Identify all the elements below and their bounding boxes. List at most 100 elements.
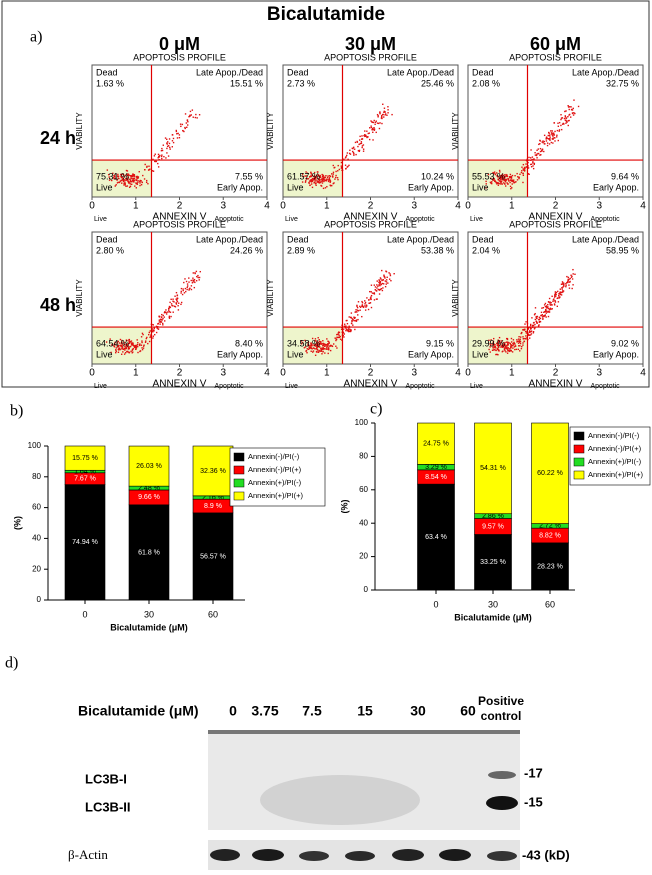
- event-dot: [362, 144, 365, 146]
- event-dot: [343, 325, 346, 327]
- event-dot: [501, 173, 504, 176]
- event-dot: [374, 123, 376, 126]
- event-dot: [372, 128, 374, 131]
- event-dot: [129, 185, 132, 188]
- event-dot: [529, 157, 532, 159]
- event-dot: [348, 316, 350, 318]
- event-dot: [507, 349, 509, 351]
- event-dot: [518, 341, 521, 343]
- event-dot: [569, 277, 571, 280]
- bar-segment: [64, 484, 106, 601]
- event-dot: [532, 332, 535, 334]
- event-dot: [372, 131, 374, 133]
- event-dot: [565, 282, 567, 285]
- event-dot: [554, 299, 556, 302]
- event-dot: [522, 338, 525, 340]
- quadrant-label: Live: [96, 349, 113, 359]
- event-dot: [371, 128, 374, 131]
- event-dot: [547, 303, 549, 306]
- event-dot: [369, 127, 371, 129]
- event-dot: [116, 345, 119, 347]
- event-dot: [120, 179, 122, 182]
- event-dot: [364, 135, 366, 138]
- event-dot: [168, 316, 170, 319]
- event-dot: [368, 132, 371, 134]
- event-dot: [148, 165, 150, 167]
- event-dot: [490, 339, 492, 341]
- event-dot: [500, 346, 502, 348]
- event-dot: [540, 314, 542, 317]
- event-dot: [538, 316, 541, 318]
- event-dot: [508, 348, 511, 350]
- event-dot: [172, 305, 174, 307]
- event-dot: [326, 348, 328, 350]
- event-dot: [353, 148, 356, 150]
- event-dot: [127, 173, 130, 175]
- event-dot: [335, 338, 337, 340]
- axis-note: Apoptotic: [215, 216, 245, 223]
- event-dot: [322, 344, 325, 347]
- event-dot: [190, 279, 192, 282]
- blot-band: [210, 849, 240, 861]
- event-dot: [135, 345, 137, 348]
- event-dot: [567, 120, 569, 122]
- event-dot: [502, 342, 505, 344]
- event-dot: [529, 323, 532, 326]
- band-label: β-Actin: [68, 847, 108, 862]
- event-dot: [154, 153, 156, 155]
- event-dot: [380, 278, 382, 280]
- x-tick-label: 3: [411, 201, 417, 212]
- event-dot: [577, 105, 580, 108]
- blot-band: [299, 851, 329, 861]
- event-dot: [371, 121, 374, 124]
- event-dot: [133, 181, 135, 183]
- event-dot: [506, 344, 508, 347]
- event-dot: [533, 314, 536, 316]
- event-dot: [381, 122, 383, 125]
- event-dot: [383, 107, 386, 109]
- event-dot: [329, 181, 331, 184]
- event-dot: [131, 348, 134, 351]
- event-dot: [131, 342, 133, 345]
- event-dot: [534, 318, 537, 321]
- event-dot: [115, 349, 117, 351]
- event-dot: [519, 338, 521, 340]
- event-dot: [558, 121, 561, 124]
- axis-note: Live: [470, 383, 483, 390]
- x-tick-label: 60: [208, 609, 218, 619]
- event-dot: [310, 179, 313, 182]
- event-dot: [387, 109, 389, 111]
- event-dot: [380, 117, 383, 119]
- event-dot: [173, 305, 176, 308]
- event-dot: [378, 281, 380, 284]
- event-dot: [169, 146, 171, 149]
- event-dot: [152, 335, 155, 337]
- event-dot: [549, 307, 552, 309]
- event-dot: [184, 287, 187, 290]
- event-dot: [533, 328, 536, 330]
- plot-title: APOPTOSIS PROFILE: [133, 219, 226, 229]
- event-dot: [571, 109, 574, 111]
- event-dot: [176, 294, 178, 297]
- event-dot: [383, 111, 385, 114]
- event-dot: [554, 292, 557, 295]
- event-dot: [539, 142, 541, 145]
- event-dot: [535, 154, 538, 157]
- event-dot: [552, 137, 554, 139]
- event-dot: [131, 174, 134, 176]
- plot-title: APOPTOSIS PROFILE: [324, 219, 417, 229]
- event-dot: [522, 344, 524, 346]
- event-dot: [127, 176, 129, 179]
- event-dot: [554, 293, 556, 296]
- x-tick-label: 3: [596, 368, 602, 379]
- value-label: 8.9 %: [204, 503, 222, 510]
- event-dot: [368, 138, 371, 141]
- event-dot: [180, 301, 183, 304]
- value-label: 60.22 %: [537, 470, 563, 477]
- event-dot: [310, 180, 313, 183]
- event-dot: [166, 147, 168, 150]
- quadrant-label: Dead: [287, 67, 309, 77]
- event-dot: [509, 185, 512, 188]
- event-dot: [344, 323, 346, 325]
- event-dot: [167, 155, 170, 157]
